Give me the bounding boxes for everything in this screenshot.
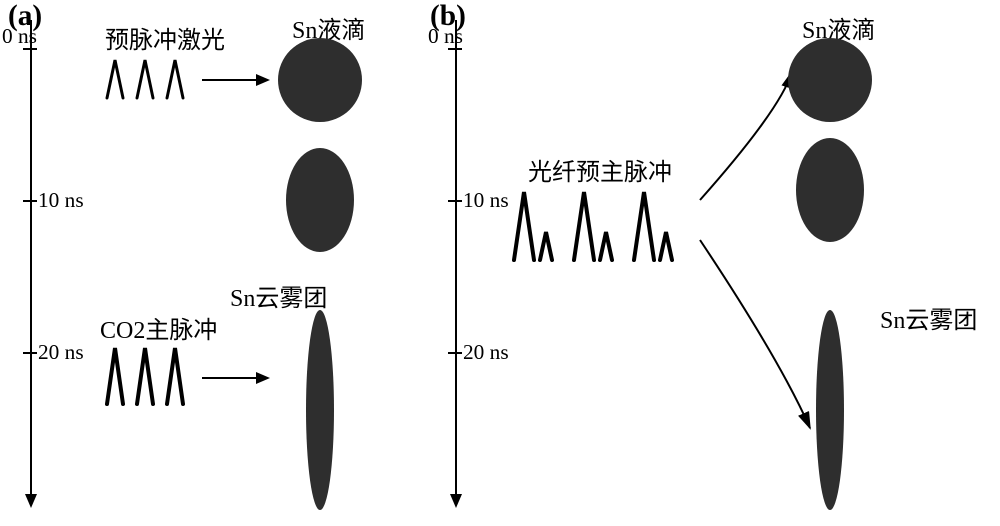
diagram-stage: (a) (b) 0 ns 10 ns 20 ns 0 ns 10 ns 20 n… [0, 0, 1000, 526]
sn-mid-b [796, 138, 864, 242]
sn-cloud-b [816, 310, 844, 510]
sn-droplet-b [788, 38, 872, 122]
